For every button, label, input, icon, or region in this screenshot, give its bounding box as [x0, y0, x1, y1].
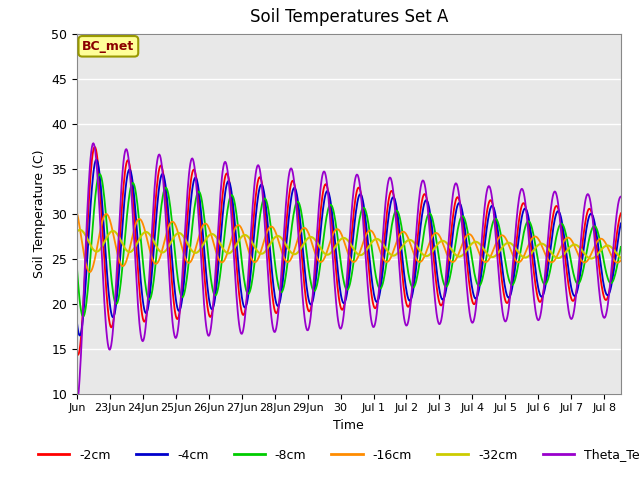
Line: Theta_Temp: Theta_Temp [77, 143, 621, 407]
-2cm [73, 349, 81, 355]
-8cm [374, 283, 382, 288]
Theta_Temp [374, 305, 381, 311]
-2cm [617, 211, 625, 216]
Theta_Temp [433, 310, 440, 316]
-16cm [73, 209, 81, 215]
-16cm [617, 258, 625, 264]
-4cm [441, 293, 449, 299]
-4cm [433, 272, 441, 277]
-32cm [571, 242, 579, 248]
-8cm [572, 277, 579, 283]
Line: -32cm: -32cm [77, 230, 621, 259]
Theta_Temp [73, 404, 81, 410]
-32cm [588, 256, 595, 262]
-2cm [477, 260, 485, 266]
-8cm [79, 313, 87, 319]
-4cm [477, 273, 485, 278]
Theta_Temp [440, 296, 448, 301]
-4cm [605, 291, 613, 297]
-2cm [441, 290, 449, 296]
Title: Soil Temperatures Set A: Soil Temperatures Set A [250, 9, 448, 26]
-16cm [477, 253, 484, 259]
Theta_Temp [477, 253, 484, 259]
Theta_Temp [605, 297, 612, 303]
-32cm [440, 238, 448, 244]
-4cm [572, 293, 579, 299]
X-axis label: Time: Time [333, 419, 364, 432]
-2cm [91, 144, 99, 150]
-4cm [374, 298, 382, 303]
Theta_Temp [617, 194, 625, 200]
-2cm [374, 297, 382, 302]
-2cm [74, 352, 82, 358]
-4cm [93, 157, 100, 163]
-32cm [374, 236, 381, 242]
-32cm [617, 255, 625, 261]
-8cm [441, 283, 449, 288]
Text: BC_met: BC_met [82, 40, 134, 53]
-32cm [477, 242, 484, 248]
Theta_Temp [90, 140, 97, 146]
-16cm [433, 230, 440, 236]
-4cm [73, 318, 81, 324]
Theta_Temp [571, 303, 579, 309]
-2cm [572, 293, 579, 299]
-8cm [433, 243, 441, 249]
Line: -8cm: -8cm [77, 174, 621, 316]
Line: -2cm: -2cm [77, 147, 621, 355]
-16cm [86, 269, 93, 275]
Line: -4cm: -4cm [77, 160, 621, 336]
-8cm [477, 280, 485, 286]
-16cm [374, 240, 381, 246]
Line: -16cm: -16cm [77, 212, 621, 272]
-2cm [605, 289, 613, 295]
-16cm [440, 244, 448, 250]
-16cm [571, 244, 579, 250]
-32cm [76, 227, 84, 233]
-16cm [605, 246, 612, 252]
-8cm [605, 279, 613, 285]
-8cm [617, 244, 625, 250]
-2cm [433, 288, 441, 294]
-8cm [73, 263, 81, 268]
-32cm [73, 229, 81, 235]
Legend: -2cm, -4cm, -8cm, -16cm, -32cm, Theta_Temp: -2cm, -4cm, -8cm, -16cm, -32cm, Theta_Te… [33, 444, 640, 467]
-32cm [433, 243, 440, 249]
-32cm [605, 243, 613, 249]
-4cm [76, 333, 83, 338]
Y-axis label: Soil Temperature (C): Soil Temperature (C) [33, 149, 45, 278]
-8cm [95, 171, 103, 177]
-4cm [617, 221, 625, 227]
